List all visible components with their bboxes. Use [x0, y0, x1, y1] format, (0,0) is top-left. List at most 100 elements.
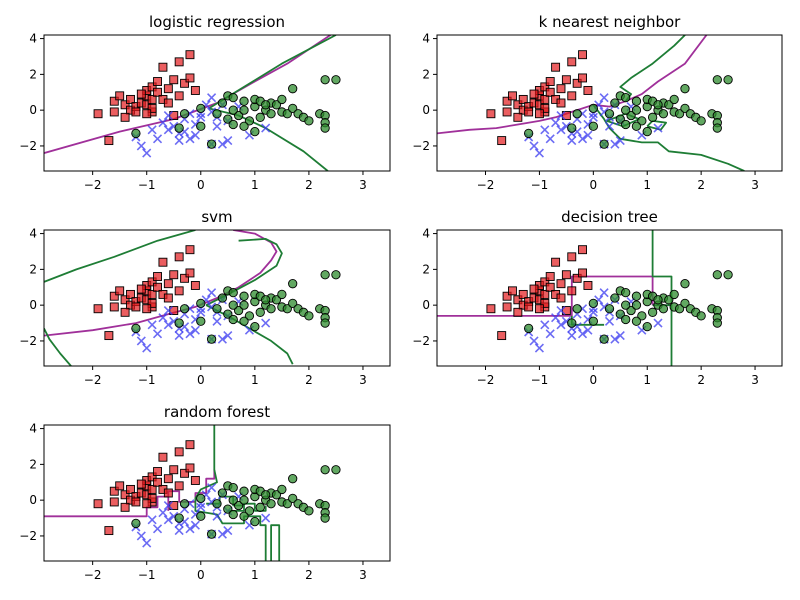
data-point-cross	[583, 325, 593, 335]
plot-contents	[44, 230, 341, 366]
data-point-circle	[174, 318, 184, 328]
data-point-square	[518, 289, 528, 299]
x-tick-label: −2	[84, 178, 102, 192]
data-point-cross	[610, 334, 620, 344]
data-point-circle	[228, 495, 238, 505]
data-point-square	[540, 94, 550, 104]
data-point-cross	[545, 134, 555, 144]
axes-frame	[43, 424, 391, 562]
data-point-circle	[239, 96, 249, 106]
data-point-square	[115, 481, 125, 491]
data-point-cross	[158, 118, 168, 128]
data-point-circle	[255, 502, 265, 512]
data-point-square	[174, 447, 184, 457]
data-point-circle	[642, 126, 652, 137]
data-point-circle	[331, 465, 341, 475]
x-tick-label: −2	[477, 178, 495, 192]
data-point-circle	[179, 304, 190, 314]
data-point-circle	[599, 334, 609, 344]
data-point-square	[153, 87, 162, 97]
data-point-square	[131, 497, 141, 507]
data-point-circle	[588, 298, 598, 309]
data-point-square	[142, 499, 152, 509]
data-point-circle	[621, 314, 631, 325]
data-point-square	[185, 245, 195, 255]
y-tick-label: 2	[422, 67, 430, 81]
data-point-circle	[642, 321, 652, 332]
data-point-square	[185, 50, 195, 60]
data-point-circle	[196, 298, 206, 309]
data-point-square	[109, 497, 119, 507]
data-point-circle	[572, 109, 582, 119]
data-point-cross	[190, 325, 200, 335]
data-point-square	[174, 252, 184, 262]
data-point-circle	[610, 98, 620, 108]
data-point-cross	[551, 118, 561, 128]
data-point-square	[163, 474, 173, 484]
subplot-title: decision tree	[561, 208, 658, 226]
x-tick-label: 2	[305, 373, 313, 387]
data-point-square	[556, 293, 566, 303]
data-point-cross	[545, 329, 555, 339]
data-point-square	[158, 62, 168, 72]
data-point-circle	[288, 279, 298, 289]
data-point-square	[93, 109, 103, 119]
data-point-square	[567, 91, 577, 101]
data-point-cross	[163, 500, 173, 511]
data-point-circle	[588, 103, 598, 114]
data-point-square	[136, 89, 146, 99]
x-tick-label: 1	[643, 373, 651, 387]
data-point-cross	[163, 125, 173, 135]
data-point-cross	[577, 134, 588, 144]
x-tick-label: −1	[138, 373, 156, 387]
data-point-circle	[631, 105, 642, 115]
data-point-circle	[320, 123, 330, 133]
data-point-cross	[529, 336, 539, 346]
plot-area	[44, 425, 390, 561]
data-point-cross	[599, 93, 609, 103]
data-point-square	[147, 472, 157, 482]
data-point-circle	[239, 300, 249, 310]
data-point-circle	[261, 295, 271, 305]
data-point-cross	[147, 515, 157, 525]
data-point-cross	[567, 331, 577, 341]
data-point-square	[545, 272, 555, 281]
data-point-circle	[277, 94, 287, 105]
data-point-square	[508, 91, 517, 101]
data-point-circle	[196, 103, 206, 114]
data-point-cross	[261, 123, 271, 133]
y-tick-label: 0	[29, 298, 37, 312]
data-point-square	[163, 279, 173, 289]
data-point-cross	[163, 515, 173, 525]
data-point-circle	[320, 465, 330, 475]
data-point-square	[486, 109, 496, 119]
data-point-circle	[723, 75, 733, 85]
y-tick-label: −2	[412, 334, 430, 348]
data-point-cross	[556, 320, 566, 330]
data-point-square	[540, 277, 550, 287]
data-point-square	[524, 107, 534, 117]
data-point-cross	[534, 343, 544, 353]
y-tick-label: 4	[29, 227, 37, 241]
data-point-cross	[174, 526, 184, 536]
data-point-circle	[179, 499, 190, 509]
data-point-square	[185, 268, 195, 278]
plot-area	[437, 230, 782, 366]
y-tick-label: 0	[422, 298, 430, 312]
boundary-line	[437, 35, 708, 135]
data-point-square	[583, 281, 593, 290]
data-point-circle	[572, 304, 582, 314]
data-point-cross	[599, 288, 609, 298]
data-point-cross	[185, 524, 195, 534]
subplot-title: k nearest neighbor	[539, 13, 682, 31]
data-point-square	[513, 307, 523, 317]
subplot-3: −2 −1 0 1 2 3 −2 0 2 4 svm	[19, 208, 391, 387]
x-tick-label: −1	[531, 178, 549, 192]
data-point-square	[486, 304, 496, 314]
y-tick-label: 4	[29, 32, 37, 46]
axes-frame	[43, 34, 391, 172]
data-point-circle	[131, 518, 141, 529]
x-tick-label: 3	[359, 568, 367, 582]
data-point-circle	[712, 270, 722, 280]
data-point-square	[136, 479, 146, 489]
